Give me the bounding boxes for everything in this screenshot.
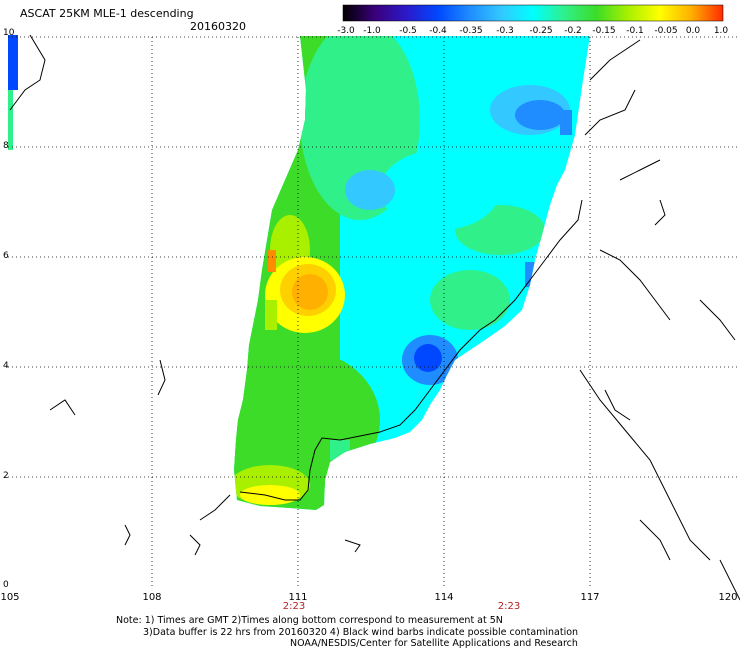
time-label: 2:23 [497, 601, 521, 612]
colorbar-label: -0.4 [429, 26, 447, 36]
data-swath [234, 36, 590, 510]
y-tick-label: 8 [3, 141, 9, 151]
colorbar [342, 4, 724, 22]
y-tick-label: 2 [3, 471, 9, 481]
x-tick-label: 117 [580, 592, 600, 603]
x-tick-label: 120 [718, 592, 738, 603]
colorbar-label: -0.2 [564, 26, 582, 36]
chart-title: ASCAT 25KM MLE-1 descending [20, 7, 194, 20]
colorbar-label: -0.5 [399, 26, 417, 36]
colorbar-label: -3.0 [337, 26, 355, 36]
x-tick-label: 105 [0, 592, 20, 603]
colorbar-label: 1.0 [713, 26, 729, 36]
colorbar-label: -0.3 [496, 26, 514, 36]
y-tick-label: 0 [3, 580, 9, 590]
colorbar-fill [342, 4, 724, 22]
colorbar-label: -1.0 [363, 26, 381, 36]
note-line-3: NOAA/NESDIS/Center for Satellite Applica… [290, 638, 578, 649]
x-tick-label: 111 [288, 592, 308, 603]
colorbar-label: 0.0 [685, 26, 701, 36]
y-tick-label: 10 [3, 28, 15, 38]
colorbar-label: -0.05 [654, 26, 678, 36]
colorbar-label: -0.25 [529, 26, 553, 36]
coastlines [9, 34, 740, 601]
x-tick-label: 114 [434, 592, 454, 603]
colorbar-label: -0.1 [626, 26, 644, 36]
chart-date: 20160320 [190, 20, 246, 33]
colorbar-label: -0.15 [592, 26, 616, 36]
edge-swath [8, 35, 18, 150]
time-label: 2:23 [282, 601, 306, 612]
note-line-2: 3)Data buffer is 22 hrs from 20160320 4)… [143, 627, 579, 638]
x-tick-label: 108 [142, 592, 162, 603]
y-tick-label: 4 [3, 361, 9, 371]
y-tick-label: 6 [3, 251, 9, 261]
colorbar-label: -0.35 [459, 26, 483, 36]
note-line-1: Note: 1) Times are GMT 2)Times along bot… [116, 615, 503, 626]
